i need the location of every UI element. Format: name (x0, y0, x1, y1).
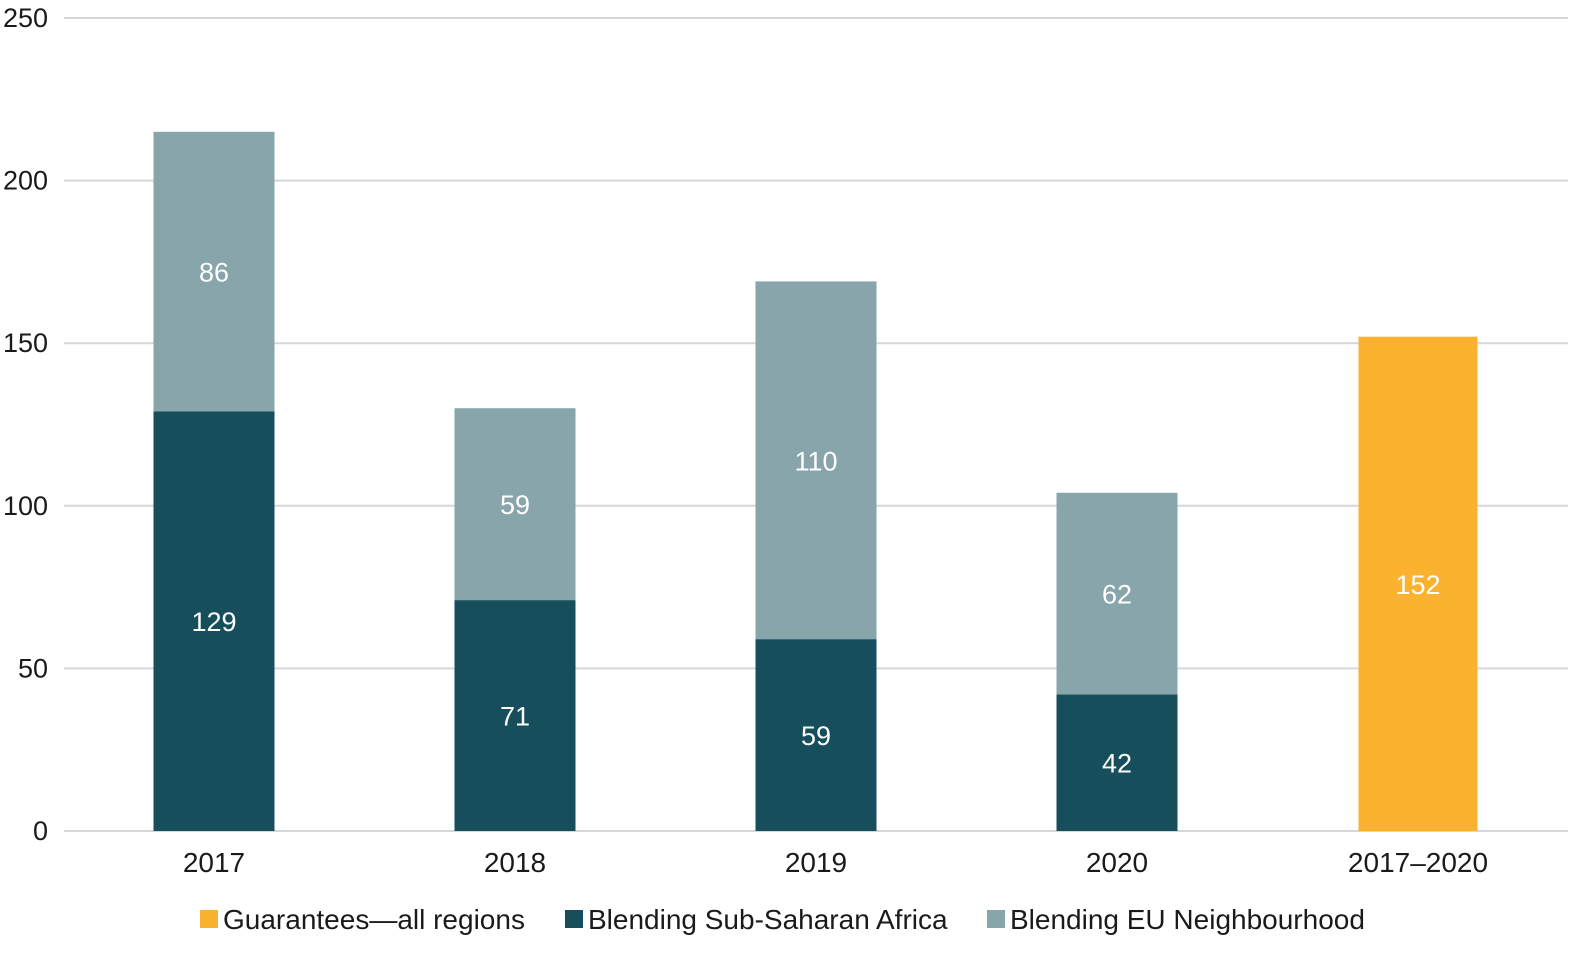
data-label: 86 (199, 258, 229, 288)
bar-segment (1056, 492, 1178, 695)
legend-swatch (987, 910, 1005, 928)
data-label: 129 (191, 607, 236, 637)
bar-segment (454, 600, 576, 831)
y-tick-label: 50 (18, 653, 48, 683)
legend: Guarantees—all regions Blending Sub-Sahar… (200, 904, 1365, 935)
x-tick-label: 2017–2020 (1348, 847, 1488, 878)
legend-label: Guarantees—all regions (223, 904, 525, 935)
bar-segment (153, 131, 275, 412)
bar-segment (1056, 694, 1178, 831)
data-label: 59 (500, 490, 530, 520)
y-tick-label: 250 (3, 3, 48, 33)
y-tick-label: 100 (3, 491, 48, 521)
bar-segment (755, 639, 877, 831)
bar-segment (454, 408, 576, 601)
x-tick-label: 2020 (1086, 847, 1148, 878)
data-label: 71 (500, 702, 530, 732)
data-label: 62 (1102, 580, 1132, 610)
x-tick-label: 2018 (484, 847, 546, 878)
y-tick-label: 200 (3, 166, 48, 196)
x-tick-label: 2017 (183, 847, 245, 878)
y-tick-label: 150 (3, 328, 48, 358)
legend-label: Blending Sub-Saharan Africa (588, 904, 948, 935)
data-labels: 129 86 71 59 59 110 42 62 152 (191, 258, 1440, 779)
x-tick-label: 2019 (785, 847, 847, 878)
data-label: 152 (1395, 570, 1440, 600)
x-axis-ticks: 2017 2018 2019 2020 2017–2020 (183, 847, 1488, 878)
data-label: 59 (801, 721, 831, 751)
y-axis-ticks: 0 50 100 150 200 250 (3, 3, 48, 846)
legend-swatch (200, 910, 218, 928)
bar-segment (755, 281, 877, 640)
y-tick-label: 0 (33, 816, 48, 846)
data-label: 42 (1102, 749, 1132, 779)
data-label: 110 (794, 446, 837, 476)
bar-segment (1358, 336, 1478, 831)
bars (153, 131, 1478, 831)
legend-swatch (565, 910, 583, 928)
legend-label: Blending EU Neighbourhood (1010, 904, 1365, 935)
bar-segment (153, 411, 275, 831)
